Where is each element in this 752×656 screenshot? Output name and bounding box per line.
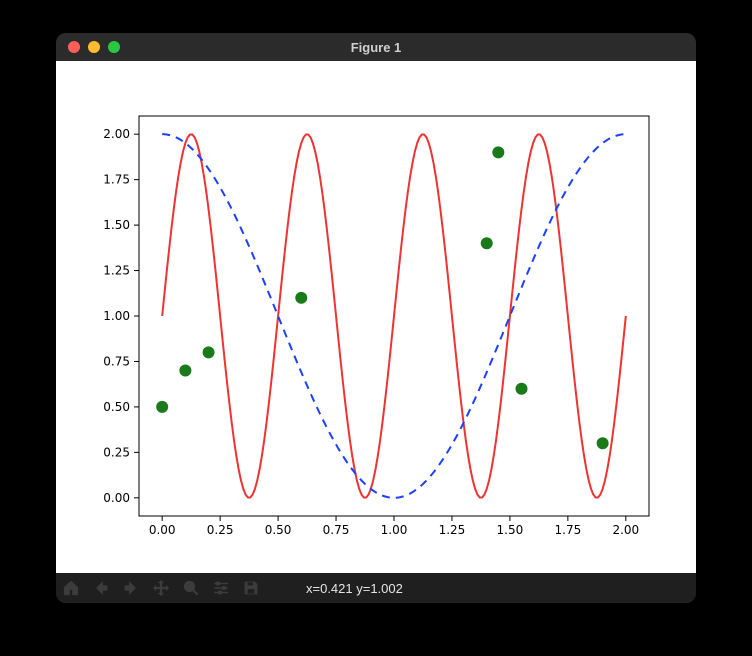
y-tick-label: 2.00 [103, 127, 130, 141]
home-icon [62, 579, 80, 597]
toolbar: x=0.421 y=1.002 [56, 573, 696, 603]
close-icon[interactable] [68, 41, 80, 53]
move-icon [152, 579, 170, 597]
series-green-points-point [203, 346, 215, 358]
cursor-coordinates: x=0.421 y=1.002 [306, 581, 403, 596]
series-red-line [162, 135, 626, 498]
pan-button[interactable] [146, 573, 176, 603]
y-tick-label: 0.75 [103, 354, 130, 368]
y-tick-label: 1.25 [103, 264, 130, 278]
x-tick-label: 2.00 [612, 523, 639, 537]
series-green-points-point [481, 237, 493, 249]
window-controls [68, 41, 120, 53]
save-button[interactable] [236, 573, 266, 603]
axes-ticks: 0.00 0.25 0.50 0.75 1.00 1.25 1.50 1.75 2.00 0.00… [103, 127, 639, 537]
series-green-points-point [295, 292, 307, 304]
zoom-button[interactable] [176, 573, 206, 603]
app-window: Figure 1 0.00 0.25 0.50 0.75 1.00 1.25 1.50 1.7… [56, 33, 696, 603]
home-button[interactable] [56, 573, 86, 603]
zoom-icon[interactable] [108, 41, 120, 53]
save-icon [242, 579, 260, 597]
minimize-icon[interactable] [88, 41, 100, 53]
arrow-right-icon [122, 579, 140, 597]
y-tick-label: 0.50 [103, 400, 130, 414]
plot-series [156, 134, 626, 498]
series-green-points-point [597, 437, 609, 449]
y-tick-label: 1.00 [103, 309, 130, 323]
figure-canvas[interactable]: 0.00 0.25 0.50 0.75 1.00 1.25 1.50 1.75 2.00 0.00… [56, 61, 696, 573]
y-tick-label: 1.75 [103, 173, 130, 187]
y-tick-label: 0.25 [103, 445, 130, 459]
plot-svg: 0.00 0.25 0.50 0.75 1.00 1.25 1.50 1.75 2.00 0.00… [56, 61, 696, 573]
titlebar[interactable]: Figure 1 [56, 33, 696, 61]
sliders-icon [212, 579, 230, 597]
series-green-points-point [156, 401, 168, 413]
series-green-points-point [516, 383, 528, 395]
series-green-points-point [179, 365, 191, 377]
x-tick-label: 0.75 [323, 523, 350, 537]
search-icon [182, 579, 200, 597]
back-button[interactable] [86, 573, 116, 603]
forward-button[interactable] [116, 573, 146, 603]
x-tick-label: 1.25 [439, 523, 466, 537]
x-tick-label: 1.75 [555, 523, 582, 537]
configure-button[interactable] [206, 573, 236, 603]
window-title: Figure 1 [56, 40, 696, 55]
arrow-left-icon [92, 579, 110, 597]
x-tick-label: 1.50 [497, 523, 524, 537]
y-tick-label: 0.00 [103, 491, 130, 505]
y-tick-label: 1.50 [103, 218, 130, 232]
x-tick-label: 0.50 [265, 523, 292, 537]
series-green-points-point [492, 146, 504, 158]
x-tick-label: 1.00 [381, 523, 408, 537]
x-tick-label: 0.00 [149, 523, 176, 537]
x-tick-label: 0.25 [207, 523, 234, 537]
